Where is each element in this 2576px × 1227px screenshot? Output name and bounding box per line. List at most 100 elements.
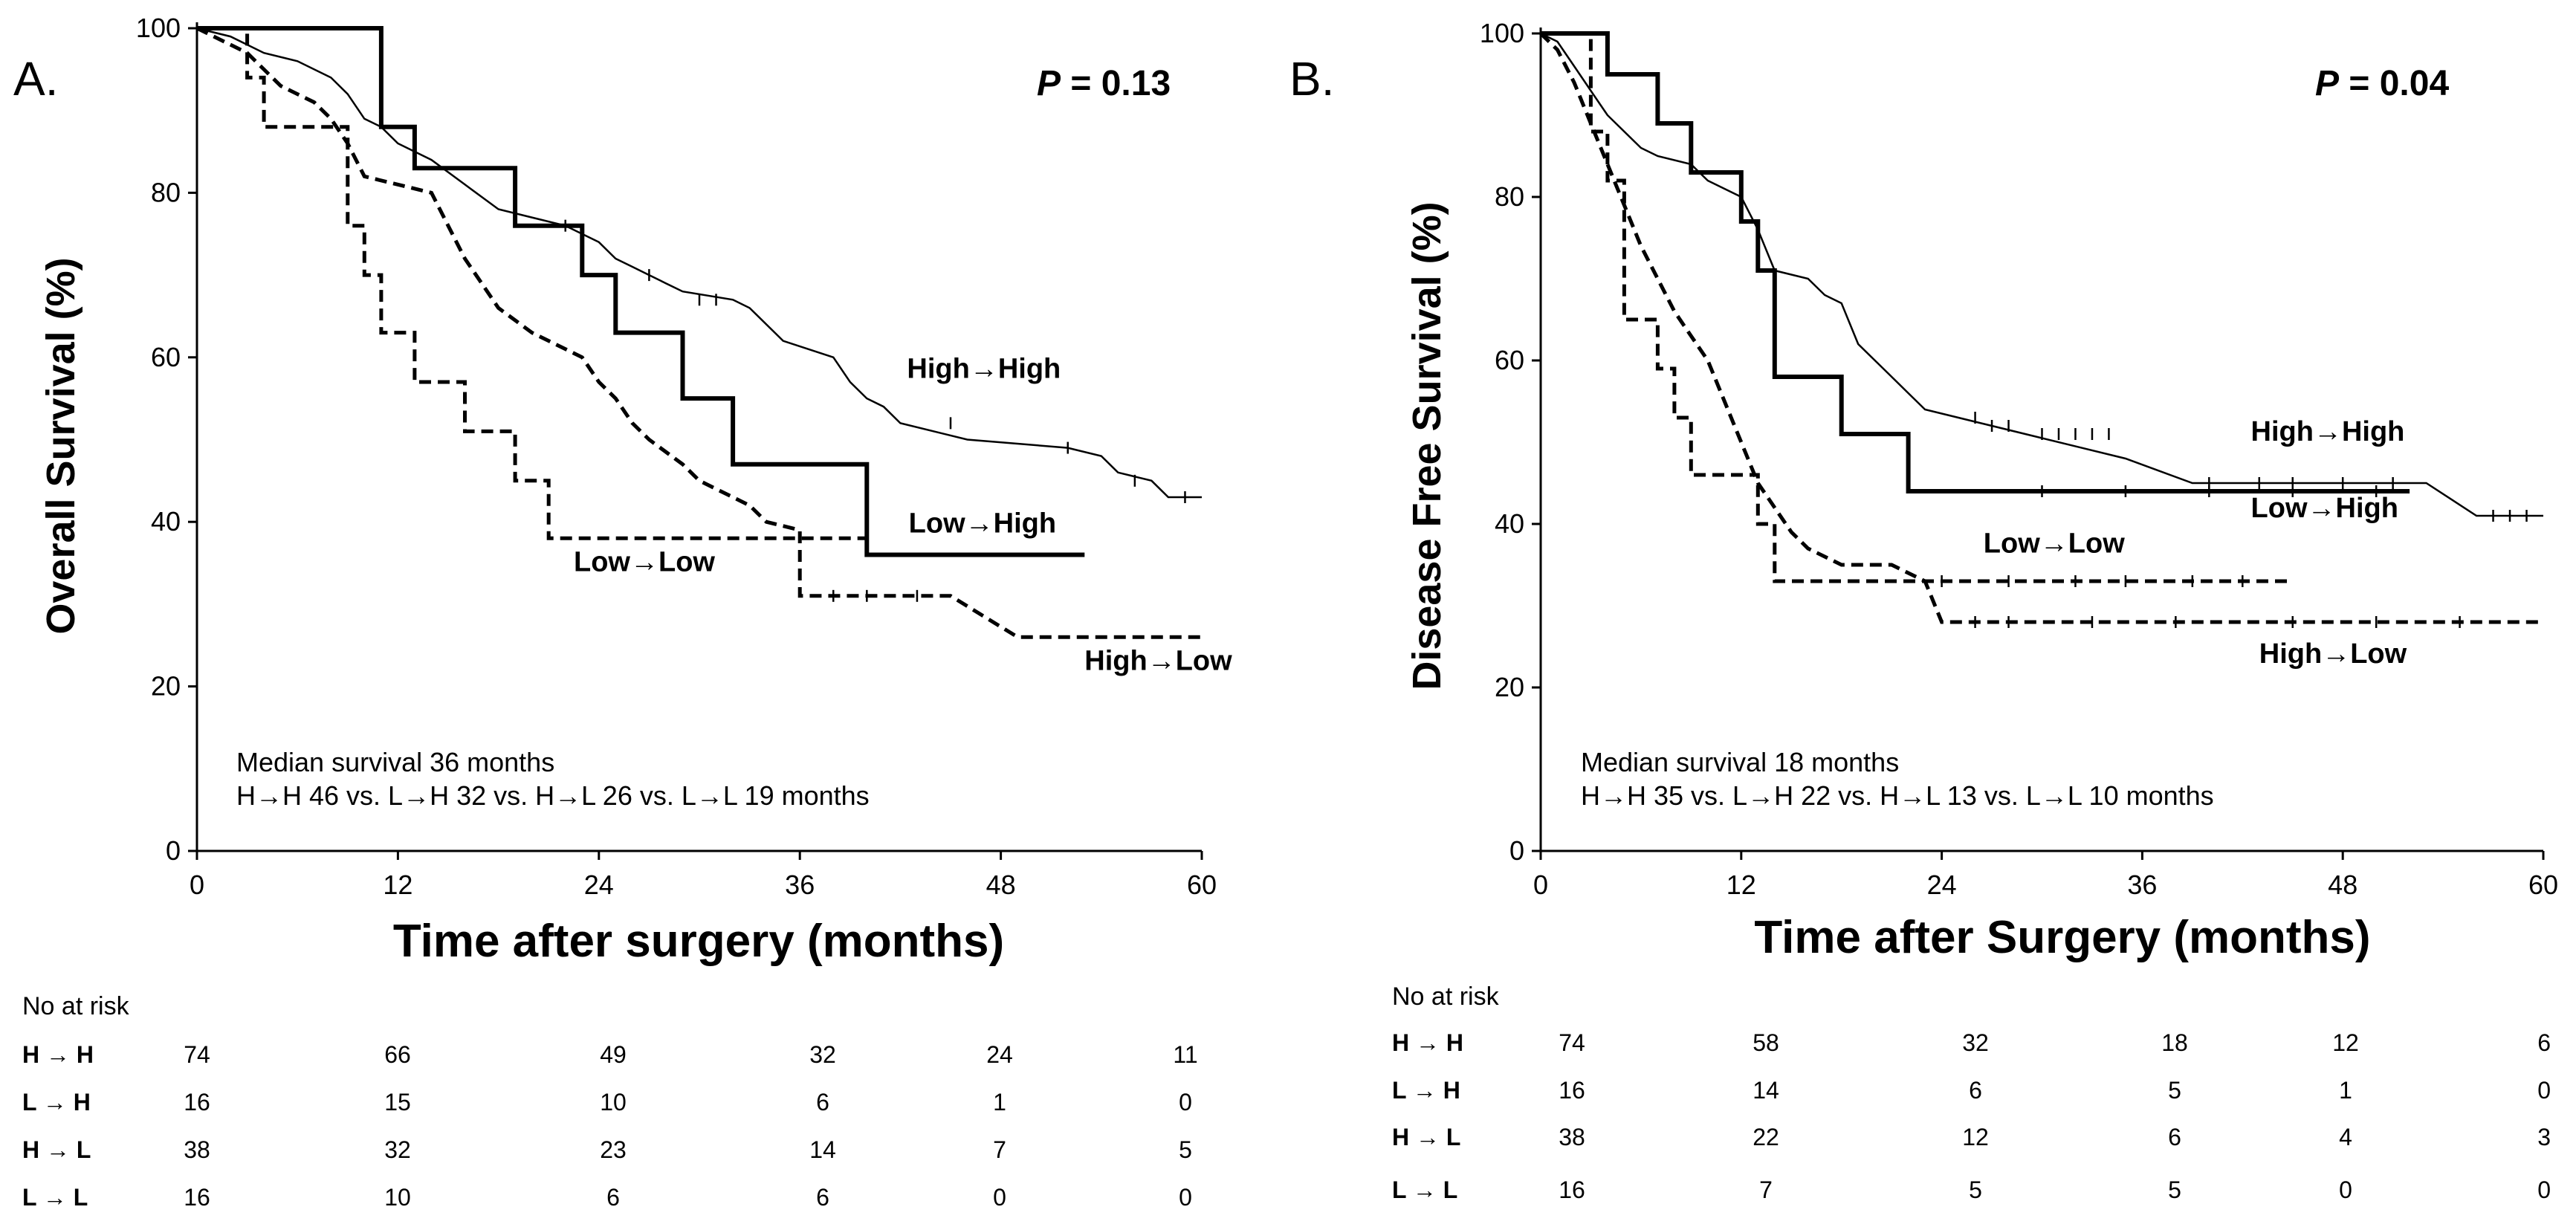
risk-count-cell: 16 [1559,1077,1585,1104]
risk-count-cell: 6 [2168,1124,2181,1150]
series-label: Low→High [909,508,1056,540]
risk-count-cell: 10 [384,1184,411,1211]
risk-row-label: H → H [1392,1029,1463,1056]
risk-count-cell: 12 [1962,1124,1989,1150]
risk-count-cell: 6 [816,1184,829,1211]
x-axis-title: Time after Surgery (months) [1754,912,2370,963]
survival-curve-high-low [1539,32,2543,624]
median-survival-note: Median survival 36 months [236,747,554,777]
risk-count-cell: 24 [986,1041,1013,1068]
risk-count-cell: 16 [1559,1176,1585,1203]
x-tick-label: 36 [2127,870,2157,900]
y-tick-label: 60 [1495,345,1524,375]
risk-count-cell: 6 [816,1089,829,1116]
risk-table-title: No at risk [1392,982,1500,1011]
series-label: High→Low [2259,638,2407,670]
risk-count-cell: 66 [384,1041,411,1068]
median-comparison-note: H→H 46 vs. L→H 32 vs. H→L 26 vs. L→L 19 … [236,780,870,811]
series-label: High→High [907,353,1061,384]
risk-row-label: L → H [1392,1077,1460,1104]
risk-row-label: L → L [1392,1176,1457,1203]
risk-count-cell: 58 [1753,1029,1779,1056]
y-axis-title: Disease Free Survival (%) [1405,201,1449,690]
risk-count-cell: 32 [384,1136,411,1163]
survival-curve-low-high [197,26,1085,557]
risk-count-cell: 0 [1179,1089,1192,1116]
risk-count-cell: 0 [993,1184,1006,1211]
x-tick-label: 24 [584,870,614,900]
risk-count-cell: 6 [606,1184,620,1211]
risk-count-cell: 32 [809,1041,836,1068]
survival-curve-low-low [197,26,867,540]
risk-row-label: L → L [22,1184,88,1211]
y-tick-label: 40 [151,506,181,537]
risk-count-cell: 11 [1173,1041,1197,1068]
x-tick-label: 48 [2328,870,2357,900]
median-survival-note: Median survival 18 months [1581,747,1899,777]
risk-count-cell: 15 [384,1089,411,1116]
risk-count-cell: 1 [2339,1077,2352,1104]
risk-count-cell: 32 [1962,1029,1989,1056]
x-tick-label: 0 [1533,870,1548,900]
risk-count-cell: 7 [1759,1176,1773,1203]
risk-row-label: H → H [22,1041,94,1068]
survival-curve-high-low [195,26,1202,639]
survival-curve-high-high [1540,32,2543,517]
risk-count-cell: 4 [2339,1124,2352,1150]
risk-count-cell: 38 [1559,1124,1585,1150]
y-tick-label: 0 [166,835,181,866]
risk-count-cell: 12 [2332,1029,2359,1056]
risk-count-cell: 74 [184,1041,210,1068]
y-tick-label: 80 [1495,181,1524,212]
risk-count-cell: 5 [1969,1176,1982,1203]
y-tick-label: 40 [1495,508,1524,539]
y-axis-title: Overall Survival (%) [39,257,83,634]
series-label: Low→Low [574,547,715,578]
risk-count-cell: 10 [600,1089,627,1116]
y-tick-label: 20 [1495,672,1524,702]
risk-count-cell: 0 [1179,1184,1192,1211]
risk-count-cell: 5 [1179,1136,1192,1163]
x-tick-label: 60 [2528,870,2558,900]
risk-count-cell: 6 [2537,1029,2551,1056]
y-tick-label: 20 [151,671,181,702]
x-tick-label: 12 [383,870,412,900]
x-tick-label: 60 [1187,870,1217,900]
y-tick-label: 100 [1480,18,1524,48]
risk-count-cell: 38 [184,1136,210,1163]
y-tick-label: 0 [1509,835,1524,866]
x-tick-label: 24 [1927,870,1957,900]
survival-curve-low-low [1541,31,2293,583]
panel-label: B. [1289,52,1334,106]
risk-count-cell: 0 [2537,1176,2551,1203]
risk-table-title: No at risk [22,992,130,1020]
x-tick-label: 12 [1726,870,1756,900]
x-axis-title: Time after surgery (months) [393,916,1004,967]
survival-curve-low-high [1541,31,2410,493]
series-label: High→High [2251,416,2405,447]
risk-count-cell: 23 [600,1136,627,1163]
x-tick-label: 48 [986,870,1016,900]
risk-count-cell: 5 [2168,1176,2181,1203]
median-comparison-note: H→H 35 vs. L→H 22 vs. H→L 13 vs. L→L 10 … [1581,780,2214,811]
series-label: Low→High [2251,493,2398,524]
risk-row-label: H → L [1392,1124,1460,1150]
risk-count-cell: 16 [184,1089,210,1116]
series-label: Low→Low [1984,528,2125,560]
p-value: P = 0.04 [2315,64,2449,103]
risk-row-label: H → L [22,1136,91,1163]
risk-count-cell: 3 [2537,1124,2551,1150]
risk-count-cell: 7 [993,1136,1006,1163]
series-label: High→Low [1084,645,1232,676]
risk-count-cell: 5 [2168,1077,2181,1104]
risk-count-cell: 0 [2339,1176,2352,1203]
y-tick-label: 100 [136,13,181,43]
y-tick-label: 60 [151,342,181,372]
risk-count-cell: 0 [2537,1077,2551,1104]
risk-count-cell: 1 [993,1089,1006,1116]
x-tick-label: 0 [190,870,204,900]
risk-count-cell: 16 [184,1184,210,1211]
risk-row-label: L → H [22,1089,91,1116]
p-value: P = 0.13 [1037,64,1171,103]
